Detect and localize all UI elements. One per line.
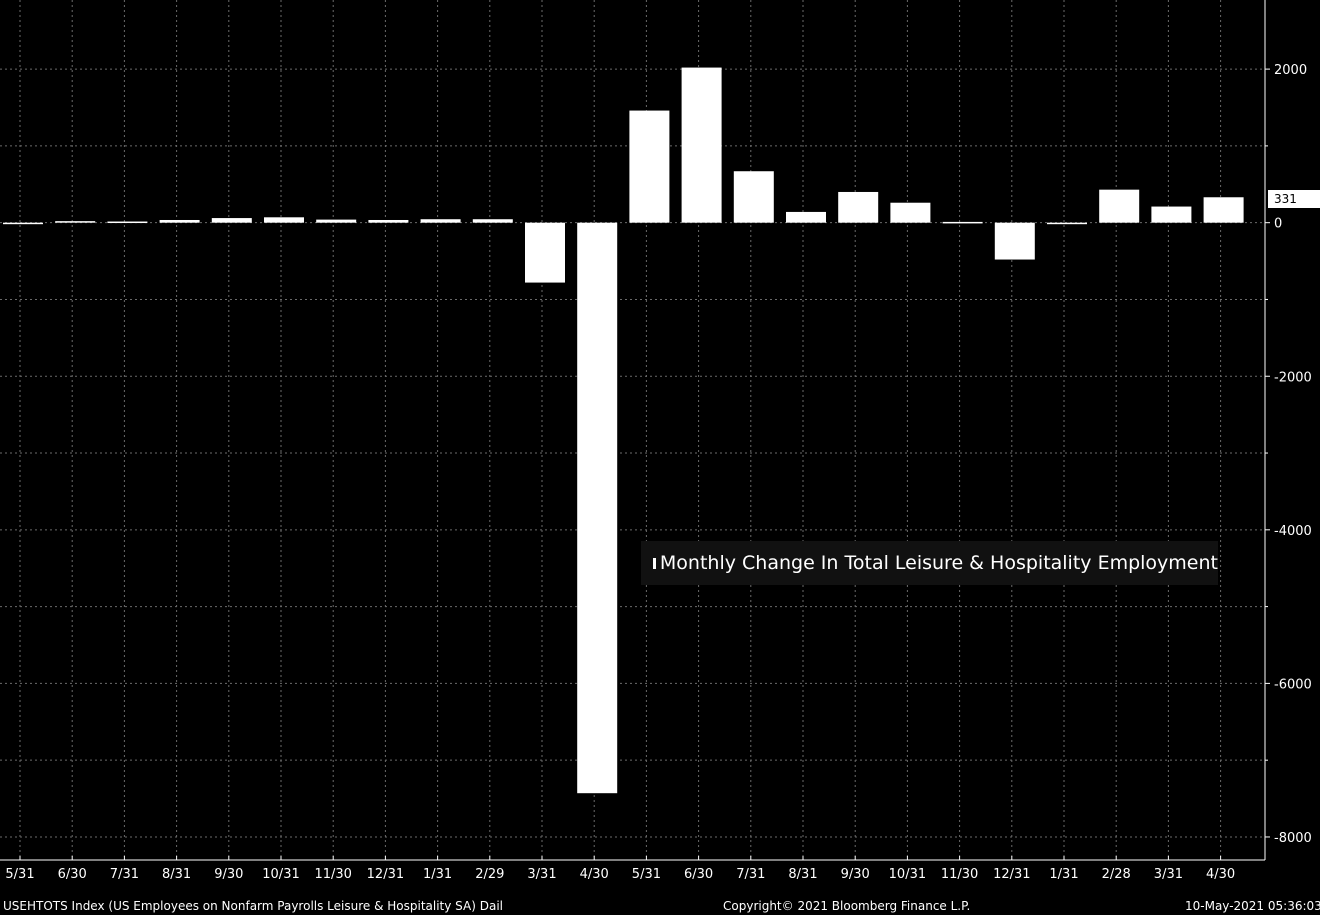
bar <box>264 217 304 223</box>
x-tick-label: 1/31 <box>423 867 452 882</box>
x-tick-label: 12/31 <box>993 867 1030 882</box>
x-tick-label: 1/31 <box>1049 867 1078 882</box>
bar <box>211 218 252 223</box>
y-tick-label: -8000 <box>1274 831 1312 846</box>
x-tick-label: 5/31 <box>632 867 661 882</box>
x-tick-label: 7/31 <box>110 867 139 882</box>
x-tick-label: 4/30 <box>580 867 609 882</box>
bar <box>1203 197 1244 223</box>
x-tick-label: 11/30 <box>941 867 978 882</box>
bar <box>368 219 409 223</box>
y-axis: 2000 0 -2000 -4000 -6000 -8000 <box>1264 0 1312 860</box>
x-tick-label: 5/31 <box>5 867 34 882</box>
bar <box>1099 189 1140 223</box>
y-tick-label: 2000 <box>1274 63 1307 78</box>
x-tick-label: 7/31 <box>736 867 765 882</box>
x-tick-label: 3/31 <box>1154 867 1183 882</box>
x-tick-label: 4/30 <box>1206 867 1235 882</box>
footer-index-description: USEHTOTS Index (US Employees on Nonfarm … <box>3 899 503 913</box>
bar <box>1151 206 1192 223</box>
bar <box>994 222 1035 260</box>
x-axis: 5/31 6/30 7/31 8/31 9/30 10/31 11/30 12/31 1/31 2… <box>0 856 1265 882</box>
x-tick-label: 8/31 <box>788 867 817 882</box>
x-tick-label: 6/30 <box>684 867 713 882</box>
bar <box>577 222 618 794</box>
bar <box>1047 222 1087 225</box>
x-tick-label: 10/31 <box>262 867 299 882</box>
bar <box>316 219 357 223</box>
last-value-tag: 331 <box>1268 190 1320 208</box>
bar <box>525 222 565 283</box>
bar <box>420 219 461 223</box>
footer: USEHTOTS Index (US Employees on Nonfarm … <box>0 897 1320 915</box>
x-tick-label: 10/31 <box>889 867 926 882</box>
footer-timestamp: 10-May-2021 05:36:03 <box>1185 899 1320 913</box>
x-tick-label: 11/30 <box>314 867 351 882</box>
x-tick-label: 9/30 <box>841 867 870 882</box>
bar <box>55 221 96 223</box>
x-tick-label: 8/31 <box>162 867 191 882</box>
bar <box>786 211 826 223</box>
x-tick-label: 9/30 <box>214 867 243 882</box>
legend-swatch <box>653 557 656 569</box>
bar <box>159 219 200 223</box>
x-tick-label: 2/29 <box>475 867 504 882</box>
y-tick-label: -6000 <box>1274 677 1312 692</box>
y-tick-label: 0 <box>1274 217 1282 232</box>
bar <box>838 191 879 223</box>
legend: Monthly Change In Total Leisure & Hospit… <box>641 541 1218 585</box>
bar <box>733 171 774 223</box>
y-tick-label: -4000 <box>1274 524 1312 539</box>
footer-copyright: Copyright© 2021 Bloomberg Finance L.P. <box>723 899 971 913</box>
y-tick-label: -2000 <box>1274 370 1312 385</box>
x-tick-label: 3/31 <box>527 867 556 882</box>
x-tick-label: 2/28 <box>1102 867 1131 882</box>
bar <box>681 67 722 223</box>
bar <box>107 221 148 224</box>
bar <box>629 110 670 223</box>
bar <box>3 222 43 225</box>
x-tick-label: 12/31 <box>367 867 404 882</box>
bar <box>472 219 513 223</box>
bars <box>3 67 1244 794</box>
bar <box>942 221 983 224</box>
bar <box>890 202 931 223</box>
legend-label: Monthly Change In Total Leisure & Hospit… <box>659 552 1218 574</box>
x-tick-label: 6/30 <box>58 867 87 882</box>
